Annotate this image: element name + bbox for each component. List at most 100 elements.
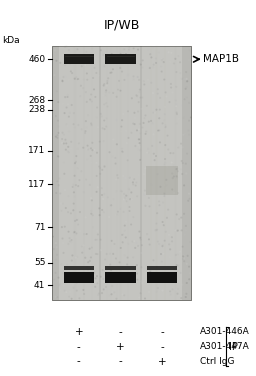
Point bbox=[167, 99, 172, 105]
Point bbox=[176, 190, 180, 196]
Text: +: + bbox=[158, 356, 166, 367]
Point bbox=[187, 276, 191, 282]
Point bbox=[120, 232, 124, 238]
Point bbox=[147, 210, 151, 216]
Point bbox=[163, 111, 167, 117]
FancyBboxPatch shape bbox=[142, 46, 182, 300]
Point bbox=[86, 259, 90, 265]
Point bbox=[185, 79, 189, 85]
Text: 41: 41 bbox=[34, 280, 45, 290]
Point bbox=[96, 124, 100, 130]
Point bbox=[70, 252, 74, 258]
Point bbox=[56, 99, 60, 105]
Point bbox=[92, 147, 97, 153]
Point bbox=[175, 291, 179, 297]
Point bbox=[61, 78, 65, 84]
Text: -: - bbox=[77, 356, 81, 367]
Point bbox=[147, 289, 151, 295]
Point bbox=[166, 265, 170, 271]
Point bbox=[145, 150, 149, 156]
Point bbox=[129, 175, 133, 181]
Point bbox=[86, 112, 90, 118]
Point bbox=[79, 83, 83, 89]
Point bbox=[174, 97, 178, 103]
Point bbox=[59, 200, 63, 206]
Point bbox=[129, 277, 133, 283]
Point bbox=[62, 141, 66, 147]
Point bbox=[121, 232, 125, 238]
Point bbox=[114, 212, 118, 218]
Point bbox=[175, 109, 179, 115]
Point bbox=[55, 132, 59, 138]
Point bbox=[127, 204, 132, 210]
Point bbox=[147, 203, 152, 209]
Point bbox=[133, 143, 137, 149]
Point bbox=[119, 132, 123, 138]
Text: IP/WB: IP/WB bbox=[103, 18, 140, 31]
Point bbox=[120, 146, 124, 152]
Point bbox=[182, 211, 186, 217]
Point bbox=[185, 280, 189, 286]
Point bbox=[69, 139, 73, 145]
Point bbox=[140, 264, 144, 270]
Point bbox=[63, 44, 67, 50]
Point bbox=[143, 296, 147, 302]
Point bbox=[79, 168, 83, 174]
Point bbox=[59, 208, 63, 214]
Point bbox=[164, 182, 168, 188]
Point bbox=[95, 150, 99, 156]
Point bbox=[93, 237, 98, 243]
Point bbox=[110, 238, 114, 244]
Point bbox=[155, 264, 159, 270]
Point bbox=[142, 171, 146, 177]
Point bbox=[136, 263, 140, 269]
Point bbox=[152, 131, 156, 137]
Point bbox=[88, 97, 92, 103]
Point bbox=[90, 147, 94, 153]
Point bbox=[94, 94, 98, 100]
Text: 171: 171 bbox=[28, 146, 45, 155]
FancyBboxPatch shape bbox=[59, 46, 99, 300]
Point bbox=[168, 246, 172, 252]
Point bbox=[82, 77, 86, 83]
Point bbox=[137, 136, 142, 143]
Point bbox=[179, 76, 184, 82]
Point bbox=[98, 139, 102, 145]
Point bbox=[89, 159, 93, 165]
Point bbox=[143, 188, 147, 194]
Point bbox=[155, 210, 159, 216]
Point bbox=[94, 70, 99, 76]
Point bbox=[139, 106, 143, 112]
Point bbox=[66, 94, 70, 100]
Point bbox=[81, 85, 85, 91]
Point bbox=[73, 229, 77, 235]
Point bbox=[94, 189, 99, 195]
Point bbox=[174, 166, 178, 172]
Point bbox=[120, 188, 124, 194]
Point bbox=[154, 107, 158, 113]
Point bbox=[159, 251, 163, 257]
Point bbox=[133, 121, 137, 127]
Point bbox=[178, 59, 182, 65]
Point bbox=[102, 101, 106, 107]
Text: 460: 460 bbox=[28, 55, 45, 64]
Point bbox=[85, 70, 89, 76]
Point bbox=[84, 49, 88, 55]
Point bbox=[102, 279, 106, 285]
Point bbox=[51, 233, 55, 240]
Point bbox=[143, 203, 147, 209]
Point bbox=[111, 251, 115, 257]
Point bbox=[92, 65, 97, 71]
Point bbox=[105, 83, 109, 89]
Point bbox=[54, 240, 58, 246]
Point bbox=[104, 163, 108, 169]
Point bbox=[90, 99, 94, 105]
Point bbox=[160, 56, 164, 62]
Point bbox=[73, 160, 77, 166]
Point bbox=[183, 96, 187, 102]
Point bbox=[77, 277, 81, 284]
Point bbox=[163, 162, 167, 168]
Point bbox=[174, 287, 178, 293]
Point bbox=[176, 286, 180, 292]
Point bbox=[132, 264, 136, 270]
